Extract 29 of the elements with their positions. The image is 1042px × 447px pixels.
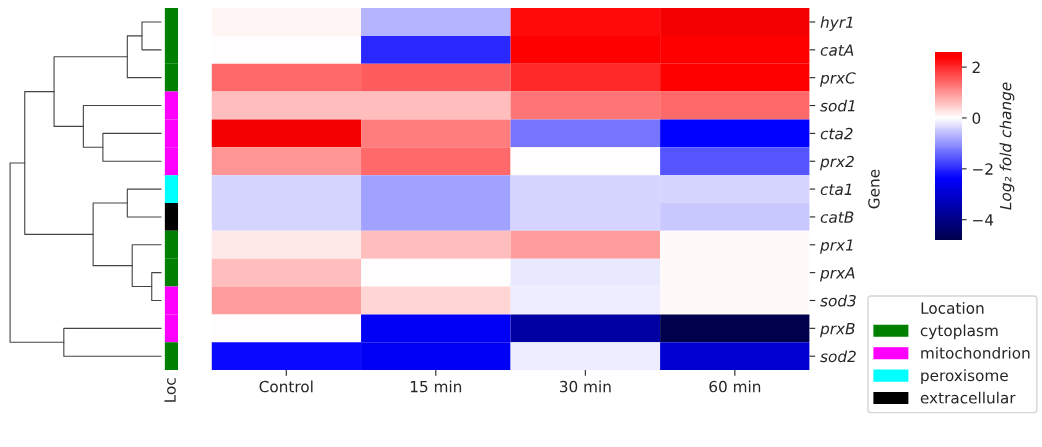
color-bar-label: 0 [972, 112, 981, 124]
y-tick-label: prx2 [820, 155, 854, 171]
legend-label: mitochondrion [921, 346, 1030, 359]
text: Loc [164, 378, 176, 402]
y-tick-label: catB [820, 211, 854, 223]
x-tick-label: 60 min [709, 380, 761, 393]
x-tick-label: Control [259, 380, 313, 393]
y-axis-title: Gene [868, 169, 880, 209]
color-bar-label: −4 [973, 214, 994, 226]
y-tick-label: sod1 [820, 99, 855, 112]
color-bar-label: 2 [972, 61, 980, 73]
y-tick-label: sod3 [820, 294, 856, 307]
color-bar-label: −2 [973, 163, 993, 175]
y-tick-label: prx1 [820, 239, 853, 254]
y-tick-label: hyr1 [820, 16, 853, 31]
x-tick-label: 15 min [410, 380, 462, 393]
legend-label: extracellular [920, 391, 1016, 404]
legend-title: Location [921, 302, 984, 314]
color-bar-title: Log₂ fold change [999, 82, 1015, 210]
y-tick-label: prxC [820, 72, 856, 87]
x-tick-label: 30 min [559, 380, 611, 393]
y-tick-label: prxB [820, 323, 855, 338]
y-tick-label: cta1 [820, 183, 852, 196]
y-tick-label: cta2 [820, 127, 853, 140]
legend-label: cytoplasm [920, 324, 998, 340]
y-tick-label: prxA [820, 267, 855, 282]
y-tick-label: sod2 [820, 350, 856, 363]
legend-label: peroxisome [921, 369, 1008, 385]
y-tick-label: catA [820, 44, 854, 56]
